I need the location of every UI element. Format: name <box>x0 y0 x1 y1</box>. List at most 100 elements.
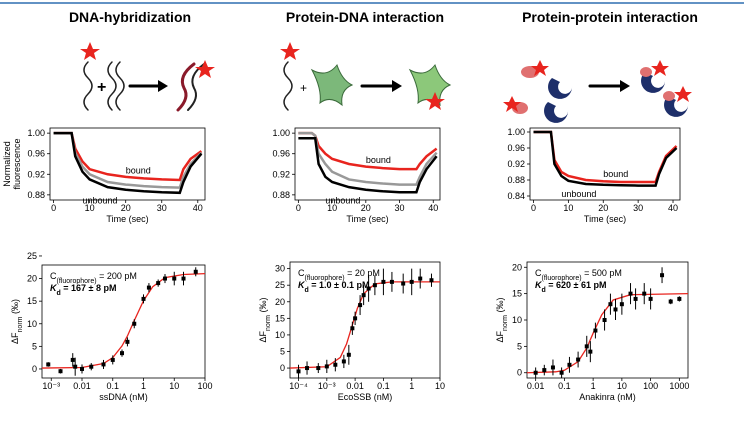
y-tick-label: 0 <box>517 368 522 378</box>
ligand-icon <box>640 67 652 77</box>
data-point <box>613 307 618 312</box>
x-tick-label: 10⁻⁴ <box>289 381 308 391</box>
data-point <box>80 366 85 371</box>
concentration-label-part: (fluorophore) <box>542 275 582 282</box>
kd-label: Kd = 1.0 ± 0.1 pM <box>298 280 370 294</box>
data-point <box>567 362 572 367</box>
y-tick-label: 0.92 <box>507 159 525 169</box>
x-tick-label: 1000 <box>669 381 689 391</box>
x-tick-label: 30 <box>157 203 167 213</box>
icons: + + <box>80 42 692 123</box>
data-point <box>341 359 346 364</box>
data-point <box>593 328 598 333</box>
series-label: bound <box>603 169 628 179</box>
star-icon <box>674 86 692 102</box>
data-point <box>193 269 198 274</box>
series-label: unbound <box>561 189 596 199</box>
concentration-label-part: = 200 pM <box>97 271 137 281</box>
y-tick-label: 0 <box>280 363 285 373</box>
data-point <box>120 351 125 356</box>
x-axis-label: EcoSSB (nM) <box>338 392 393 402</box>
x-tick-label: 1 <box>409 381 414 391</box>
data-point <box>296 369 301 374</box>
y-axis-label: ΔFnorm (‰) <box>10 299 24 344</box>
y-tick-label: 20 <box>512 262 522 272</box>
kd-label-part: d <box>305 287 309 294</box>
y-axis-label-part: ΔF <box>495 330 505 342</box>
series-label: bound <box>366 155 391 165</box>
plot-frame <box>289 261 441 379</box>
concentration-label-part: = 500 pM <box>582 268 622 278</box>
y-tick-label: 10 <box>27 319 37 329</box>
x-tick-label: 0.01 <box>73 381 91 391</box>
data-point <box>146 285 151 290</box>
x-tick-label: 10 <box>617 381 627 391</box>
data-point <box>361 293 366 298</box>
data-point <box>642 291 647 296</box>
concentration-label-part: C <box>50 271 57 281</box>
x-tick-label: 10 <box>85 203 95 213</box>
plot-frame <box>41 264 206 379</box>
column-title: DNA-hybridization <box>69 9 191 25</box>
y-tick-label: 0.88 <box>507 175 525 185</box>
concentration-label-part: (fluorophore) <box>305 275 345 282</box>
y-tick-label: 10 <box>275 330 285 340</box>
concentration-label-part: C <box>535 268 542 278</box>
data-point <box>418 276 423 281</box>
plus: + <box>300 81 307 95</box>
y-tick-label: 0.84 <box>507 191 525 201</box>
data-point <box>172 276 177 281</box>
y-tick-label: 5 <box>32 341 37 351</box>
trace-line <box>298 131 438 186</box>
data-point <box>141 296 146 301</box>
trace-line <box>533 130 678 187</box>
x-tick-label: 0.1 <box>106 381 119 391</box>
data-point <box>324 364 329 369</box>
y-tick-label: 1.00 <box>507 127 525 137</box>
data-point <box>316 366 321 371</box>
data-point <box>353 316 358 321</box>
kd-label-part: d <box>57 290 61 297</box>
data-point <box>401 281 406 286</box>
y-axis-label: Normalized <box>2 141 12 187</box>
concentration-label-part: (fluorophore) <box>57 278 97 285</box>
data-point <box>101 362 106 367</box>
x-tick-label: 1 <box>141 381 146 391</box>
concentration-label-part: = 20 pM <box>345 268 380 278</box>
y-axis-label-part: ΔF <box>258 330 268 342</box>
receptor-icon <box>548 78 573 99</box>
y-tick-label: 1.00 <box>27 128 45 138</box>
x-tick-label: 40 <box>193 203 203 213</box>
kd-label-part: = 620 ± 61 pM <box>546 280 607 290</box>
data-point <box>619 302 624 307</box>
x-tick-label: 10⁻³ <box>318 381 336 391</box>
data-point <box>409 279 414 284</box>
kd-label-part: K <box>50 283 58 293</box>
series-label: unbound <box>82 195 117 205</box>
data-point <box>73 364 78 369</box>
x-tick-label: 0 <box>531 203 536 213</box>
protein-icon <box>310 63 354 107</box>
data-point <box>372 283 377 288</box>
x-tick-label: 0.1 <box>558 381 571 391</box>
data-point <box>628 291 633 296</box>
x-tick-label: 100 <box>197 381 212 391</box>
x-tick-label: 0.01 <box>527 381 545 391</box>
plus: + <box>97 79 106 96</box>
ligand-icon <box>663 91 675 101</box>
dna-duplex <box>187 63 205 111</box>
star-icon <box>651 60 669 76</box>
data-point <box>125 339 130 344</box>
y-tick-label: 0 <box>32 364 37 374</box>
data-point <box>559 370 564 375</box>
dna-strand <box>283 61 293 111</box>
y-tick-label: 1.00 <box>272 128 290 138</box>
y-tick-label: 0.92 <box>27 169 45 179</box>
data-point <box>333 362 338 367</box>
arrow-head <box>392 80 402 92</box>
y-tick-label: 0.92 <box>272 169 290 179</box>
x-tick-label: 10 <box>327 203 337 213</box>
kd-label: Kd = 167 ± 8 pM <box>50 283 117 297</box>
data-point <box>162 276 167 281</box>
data-point <box>358 303 363 308</box>
